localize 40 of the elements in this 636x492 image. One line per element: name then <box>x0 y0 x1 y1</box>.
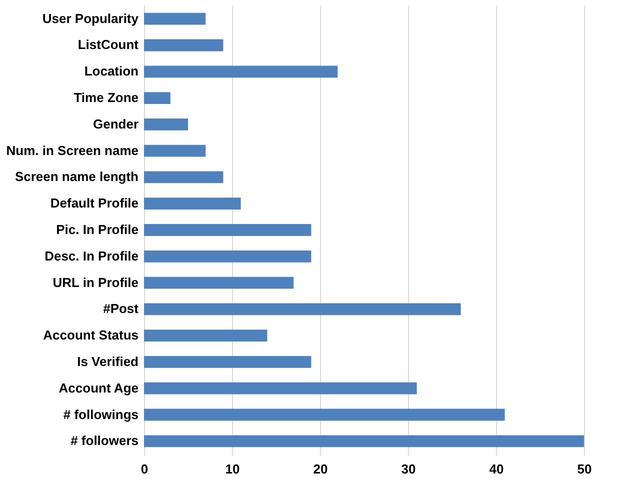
y-tick-label: Desc. In Profile <box>44 248 138 264</box>
bar <box>144 356 312 368</box>
bar <box>144 171 224 184</box>
y-tick-label: # followers <box>70 433 138 448</box>
x-tick-label: 20 <box>313 462 328 476</box>
x-tick-label: 40 <box>489 462 504 476</box>
y-tick-label: #Post <box>103 301 140 316</box>
bar <box>144 303 461 316</box>
bar <box>144 408 505 421</box>
y-tick-label: Is Verified <box>77 354 139 369</box>
x-tick-label: 30 <box>401 462 416 476</box>
bar <box>144 198 241 210</box>
y-tick-label: Account Status <box>43 328 138 343</box>
y-tick-label: Screen name length <box>14 169 139 184</box>
x-tick-label: 10 <box>225 462 240 476</box>
bar <box>144 276 294 289</box>
bar <box>144 66 338 78</box>
bar <box>144 92 170 104</box>
y-tick-label: ListCount <box>78 37 140 52</box>
y-tick-label: Time Zone <box>74 90 138 106</box>
bar <box>144 382 417 394</box>
y-tick-label: # followings <box>63 406 138 422</box>
bar <box>144 250 312 262</box>
bar <box>144 330 268 342</box>
bar <box>144 12 206 25</box>
y-tick-label: Gender <box>92 116 138 132</box>
y-tick-label: User Popularity <box>42 10 140 26</box>
bar <box>144 144 206 157</box>
y-tick-label: Pic. In Profile <box>56 222 138 237</box>
bar <box>144 224 312 236</box>
x-tick-label: 0 <box>140 462 148 476</box>
y-tick-label: Default Profile <box>50 196 138 211</box>
bar <box>144 435 584 448</box>
x-tick-label: 50 <box>577 462 592 476</box>
y-tick-label: Num. in Screen name <box>6 142 138 158</box>
bar <box>144 39 224 52</box>
y-tick-label: Account Age <box>58 380 138 396</box>
bar <box>144 118 188 130</box>
y-tick-label: URL in Profile <box>52 274 138 290</box>
y-tick-label: Location <box>84 64 139 79</box>
